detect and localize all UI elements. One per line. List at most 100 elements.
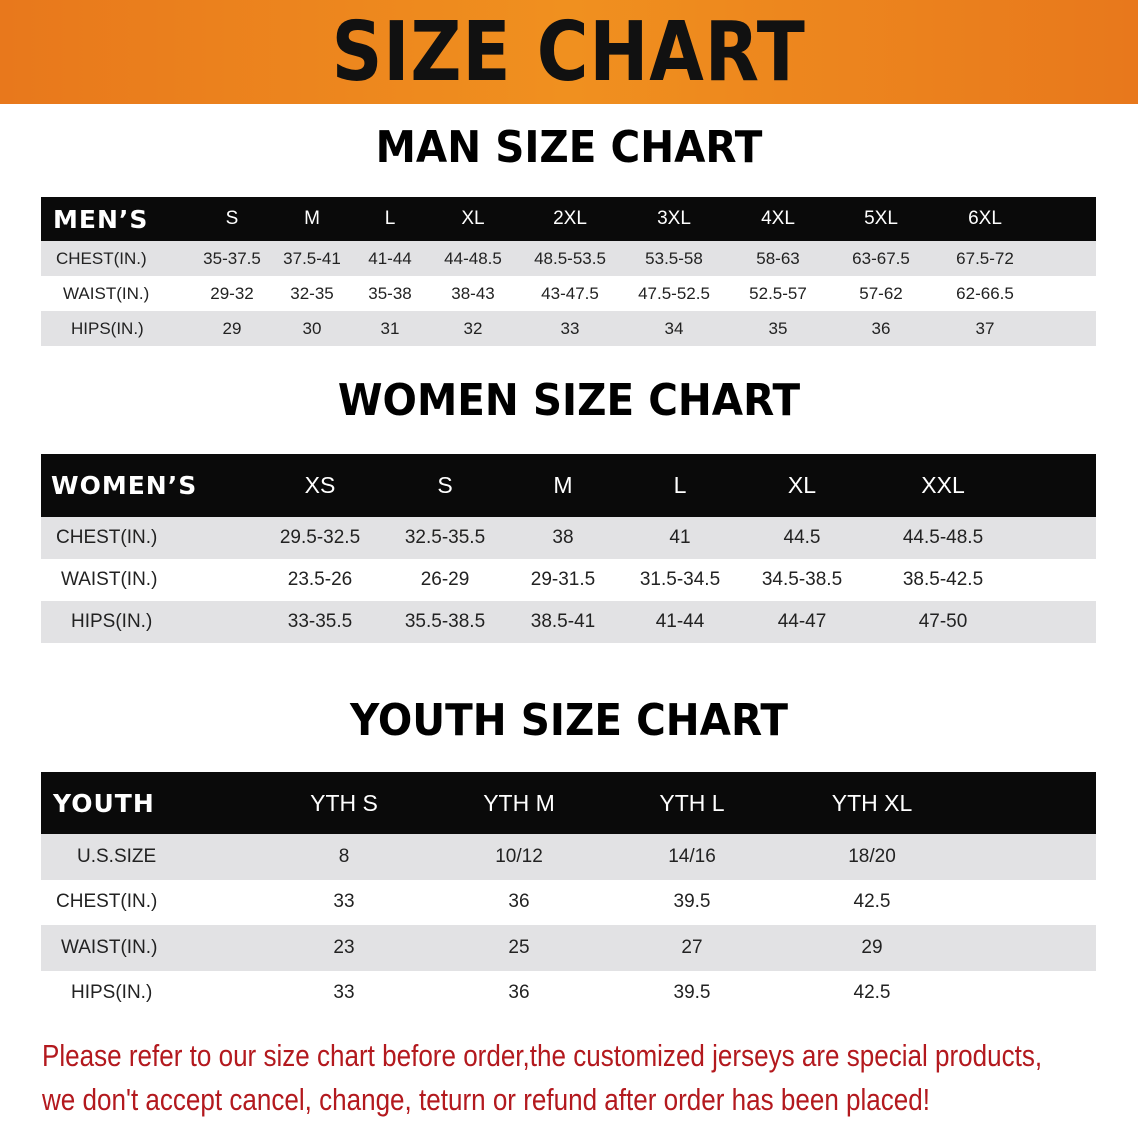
row-label: HIPS(IN.) bbox=[71, 318, 144, 338]
size-header: XS bbox=[304, 472, 336, 498]
table-row: HIPS(IN.) 33 36 39.5 42.5 bbox=[41, 970, 1096, 1016]
table-cell: 27 bbox=[681, 936, 703, 958]
table-cell: 34 bbox=[664, 318, 684, 338]
men-header-label: MEN’S bbox=[53, 204, 149, 234]
table-cell: 38-43 bbox=[451, 283, 495, 303]
table-cell: 33 bbox=[333, 891, 355, 913]
women-size-table: WOMEN’S XS S M L XL XXL CHEST(IN.) 29.5-32.5 32.5… bbox=[41, 454, 1096, 643]
table-cell: 37 bbox=[975, 318, 995, 338]
table-cell: 35-38 bbox=[368, 283, 412, 303]
table-cell: 42.5 bbox=[853, 891, 891, 913]
size-header: 5XL bbox=[864, 208, 898, 229]
table-cell: 43-47.5 bbox=[541, 283, 599, 303]
table-cell: 26-29 bbox=[420, 569, 470, 590]
women-header-label: WOMEN’S bbox=[51, 471, 198, 500]
row-label: WAIST(IN.) bbox=[61, 936, 158, 958]
table-cell: 23 bbox=[333, 936, 355, 958]
size-header: L bbox=[384, 208, 396, 229]
table-cell: 33 bbox=[333, 982, 355, 1004]
table-cell: 36 bbox=[508, 891, 530, 913]
table-cell: 32 bbox=[463, 318, 483, 338]
table-cell: 35.5-38.5 bbox=[404, 611, 486, 632]
table-cell: 38.5-42.5 bbox=[902, 569, 984, 590]
row-label: WAIST(IN.) bbox=[61, 569, 158, 590]
size-header: M bbox=[304, 208, 320, 229]
table-cell: 29-32 bbox=[210, 283, 254, 303]
table-cell: 32-35 bbox=[290, 283, 334, 303]
size-header: XXL bbox=[921, 472, 965, 498]
table-row: CHEST(IN.) 29.5-32.5 32.5-35.5 38 41 44.5 44.5… bbox=[41, 517, 1096, 559]
row-label: WAIST(IN.) bbox=[63, 283, 150, 303]
men-size-table: MEN’S S M L XL 2XL 3XL 4XL 5XL 6XL CHEST(IN.) 35-37… bbox=[41, 197, 1096, 346]
table-cell: 33 bbox=[560, 318, 580, 338]
table-cell: 36 bbox=[508, 982, 530, 1004]
table-cell: 39.5 bbox=[673, 891, 711, 913]
table-cell: 29 bbox=[861, 936, 883, 958]
size-header: YTH S bbox=[310, 789, 378, 816]
size-header: YTH L bbox=[659, 789, 725, 816]
size-header: L bbox=[673, 472, 687, 498]
table-cell: 35-37.5 bbox=[203, 248, 261, 268]
youth-header-row: YOUTH YTH S YTH M YTH L YTH XL bbox=[41, 772, 1096, 834]
notice-line-1: Please refer to our size chart before or… bbox=[42, 1038, 1043, 1073]
table-cell: 47.5-52.5 bbox=[638, 283, 710, 303]
table-row: WAIST(IN.) 29-32 32-35 35-38 38-43 43-47.5 47.… bbox=[41, 276, 1096, 311]
table-cell: 10/12 bbox=[495, 845, 543, 867]
table-cell: 33-35.5 bbox=[287, 611, 353, 632]
size-header: XL bbox=[787, 472, 817, 498]
table-cell: 31.5-34.5 bbox=[639, 569, 721, 590]
table-cell: 14/16 bbox=[668, 845, 716, 867]
row-label: HIPS(IN.) bbox=[71, 982, 153, 1004]
men-header-row: MEN’S S M L XL 2XL 3XL 4XL 5XL 6XL bbox=[41, 197, 1096, 241]
table-row: U.S.SIZE 8 10/12 14/16 18/20 bbox=[41, 834, 1096, 880]
table-cell: 52.5-57 bbox=[749, 283, 807, 303]
table-cell: 41-44 bbox=[368, 248, 412, 268]
table-cell: 47-50 bbox=[918, 611, 968, 632]
table-cell: 44-48.5 bbox=[444, 248, 502, 268]
table-cell: 58-63 bbox=[756, 248, 800, 268]
table-cell: 44-47 bbox=[777, 611, 827, 632]
table-cell: 67.5-72 bbox=[956, 248, 1014, 268]
table-cell: 38.5-41 bbox=[530, 611, 596, 632]
size-header: 4XL bbox=[761, 208, 795, 229]
table-cell: 25 bbox=[508, 936, 530, 958]
table-row: HIPS(IN.) 33-35.5 35.5-38.5 38.5-41 41-44 44-… bbox=[41, 601, 1096, 643]
table-cell: 39.5 bbox=[673, 982, 711, 1004]
table-cell: 57-62 bbox=[859, 283, 903, 303]
youth-header-label: YOUTH bbox=[53, 788, 155, 818]
size-chart-banner: SIZE CHART bbox=[0, 0, 1138, 104]
table-row: WAIST(IN.) 23.5-26 26-29 29-31.5 31.5-34.5 34… bbox=[41, 559, 1096, 601]
size-header: YTH XL bbox=[831, 789, 913, 816]
row-label: HIPS(IN.) bbox=[71, 611, 153, 632]
table-cell: 35 bbox=[768, 318, 788, 338]
size-header: S bbox=[225, 208, 239, 229]
row-label: U.S.SIZE bbox=[77, 845, 157, 867]
table-cell: 37.5-41 bbox=[283, 248, 341, 268]
table-cell: 18/20 bbox=[848, 845, 896, 867]
women-title: WOMEN SIZE CHART bbox=[337, 375, 801, 426]
table-row: CHEST(IN.) 35-37.5 37.5-41 41-44 44-48.5 48.5… bbox=[41, 241, 1096, 276]
men-title: MAN SIZE CHART bbox=[375, 122, 763, 173]
youth-size-table: YOUTH YTH S YTH M YTH L YTH XL U.S.SIZE 8 10/12… bbox=[41, 772, 1096, 1016]
table-cell: 8 bbox=[338, 845, 350, 867]
youth-title: YOUTH SIZE CHART bbox=[350, 695, 788, 746]
table-cell: 36 bbox=[871, 318, 891, 338]
table-cell: 34.5-38.5 bbox=[761, 569, 843, 590]
table-cell: 30 bbox=[302, 318, 322, 338]
banner-title: SIZE CHART bbox=[331, 4, 807, 100]
table-cell: 42.5 bbox=[853, 982, 891, 1004]
table-cell: 41 bbox=[669, 527, 691, 548]
table-cell: 38 bbox=[552, 527, 574, 548]
table-cell: 31 bbox=[380, 318, 400, 338]
row-label: CHEST(IN.) bbox=[56, 248, 147, 268]
table-cell: 44.5-48.5 bbox=[902, 527, 984, 548]
size-header: 2XL bbox=[553, 208, 587, 229]
size-header: S bbox=[437, 472, 453, 498]
size-header: YTH M bbox=[483, 789, 555, 816]
size-header: 6XL bbox=[968, 208, 1002, 229]
table-cell: 29-31.5 bbox=[530, 569, 596, 590]
size-header: XL bbox=[461, 208, 485, 229]
table-cell: 29.5-32.5 bbox=[279, 527, 361, 548]
table-cell: 29 bbox=[222, 318, 242, 338]
table-cell: 62-66.5 bbox=[956, 283, 1014, 303]
